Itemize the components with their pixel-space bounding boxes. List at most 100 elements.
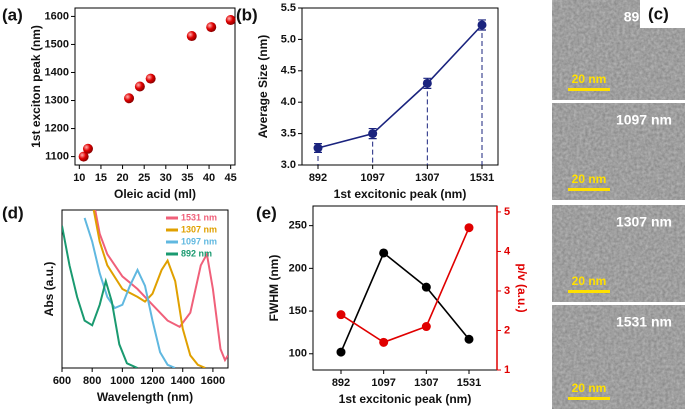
- x-tick-label: 1400: [170, 375, 194, 387]
- data-point: [145, 73, 156, 84]
- x-tick-label: 1307: [414, 377, 438, 389]
- x-tick-label: 1531: [457, 377, 481, 389]
- x-tick-label: 1097: [371, 377, 395, 389]
- y-tick-label: 5.0: [281, 33, 296, 45]
- x-tick-label: 1600: [201, 375, 225, 387]
- y-axis-label: Average Size (nm): [256, 35, 270, 139]
- y-tick-label: 1600: [45, 10, 69, 22]
- legend-label: 892 nm: [181, 248, 212, 258]
- y-tick-label: 1400: [45, 66, 69, 78]
- x-tick-label: 1000: [110, 375, 134, 387]
- x-tick-label: 15: [95, 172, 107, 184]
- y2-axis-label: p/v (a.u.): [515, 263, 529, 312]
- y-tick-label: 1100: [45, 150, 69, 162]
- data-point: [421, 322, 431, 332]
- data-point: [464, 223, 474, 233]
- series-line: [92, 210, 206, 368]
- y-tick-label: 3.5: [281, 128, 296, 140]
- panel-label: (d): [2, 203, 24, 222]
- image-label: 1307 nm: [616, 214, 672, 230]
- y-tick-label: 150: [289, 305, 307, 317]
- y-tick-label: 1500: [45, 38, 69, 50]
- data-point: [313, 143, 323, 153]
- scale-bar: [568, 88, 610, 91]
- y-axis-label: Abs (a.u.): [42, 262, 56, 317]
- data-point: [78, 151, 89, 162]
- x-tick-label: 35: [181, 172, 193, 184]
- y-tick-label: 200: [289, 262, 307, 274]
- image-label: 1531 nm: [616, 314, 672, 330]
- scale-bar: [568, 188, 610, 191]
- y-tick-label: 4.0: [281, 96, 296, 108]
- x-tick-label: 1307: [415, 172, 439, 184]
- legend-label: 1531 nm: [181, 212, 217, 222]
- panel-label: (a): [2, 5, 23, 24]
- tem-image: [552, 305, 685, 409]
- data-point: [186, 31, 197, 42]
- x-tick-label: 1531: [470, 172, 494, 184]
- y-tick-label: 1200: [45, 122, 69, 134]
- data-point: [477, 20, 487, 30]
- panel-label: (e): [256, 203, 277, 222]
- x-axis-label: 1st excitonic peak (nm): [339, 392, 472, 406]
- scale-bar-label: 20 nm: [572, 172, 607, 186]
- x-tick-label: 800: [83, 375, 101, 387]
- series-line: [340, 227, 470, 344]
- series-line: [94, 210, 228, 363]
- series-line: [83, 217, 176, 368]
- y-tick-label: 1300: [45, 94, 69, 106]
- scale-bar-label: 20 nm: [572, 381, 607, 395]
- x-tick-label: 600: [53, 375, 71, 387]
- data-point: [336, 347, 346, 357]
- plot-frame: [301, 7, 499, 166]
- data-point: [422, 78, 432, 88]
- scale-bar-label: 20 nm: [572, 274, 607, 288]
- tem-image: [552, 205, 685, 302]
- y2-tick-label: 2: [504, 324, 510, 336]
- x-tick-label: 1097: [360, 172, 384, 184]
- x-tick-label: 25: [138, 172, 150, 184]
- panel-label: (b): [236, 5, 258, 24]
- panel-label-bg: [640, 0, 685, 28]
- plot-frame: [61, 209, 229, 369]
- y-tick-label: 3.0: [281, 159, 296, 171]
- y2-tick-label: 5: [504, 206, 510, 218]
- data-point: [225, 15, 236, 26]
- y-tick-label: 4.5: [281, 65, 296, 77]
- y2-tick-label: 4: [504, 245, 511, 257]
- scale-bar: [568, 290, 610, 293]
- x-axis-label: Oleic acid (ml): [114, 187, 196, 201]
- x-tick-label: 40: [203, 172, 215, 184]
- scale-bar-label: 20 nm: [572, 72, 607, 86]
- legend-label: 1307 nm: [181, 224, 217, 234]
- x-tick-label: 45: [225, 172, 237, 184]
- data-point: [464, 334, 474, 344]
- plot-frame: [74, 7, 236, 166]
- series-line: [340, 251, 470, 353]
- panel-label: (c): [648, 4, 669, 23]
- data-point: [379, 248, 389, 258]
- y-tick-label: 5.5: [281, 2, 296, 14]
- x-axis-label: Wavelength (nm): [97, 390, 193, 404]
- y2-tick-label: 3: [504, 285, 510, 297]
- series-line: [317, 24, 483, 149]
- y-axis-label: 1st exciton peak (nm): [29, 25, 43, 148]
- y2-tick-label: 1: [504, 364, 510, 376]
- data-point: [206, 22, 217, 33]
- data-point: [134, 81, 145, 92]
- x-tick-label: 10: [73, 172, 85, 184]
- x-tick-label: 892: [332, 377, 350, 389]
- x-tick-label: 1200: [140, 375, 164, 387]
- x-tick-label: 30: [160, 172, 172, 184]
- data-point: [124, 93, 135, 104]
- image-label: 1097 nm: [616, 112, 672, 128]
- y-tick-label: 250: [289, 220, 307, 232]
- y-axis-label: FWHM (nm): [267, 255, 281, 322]
- legend-label: 1097 nm: [181, 236, 217, 246]
- scale-bar: [568, 397, 610, 400]
- tem-image: [552, 103, 685, 200]
- x-tick-label: 892: [309, 172, 327, 184]
- data-point: [336, 310, 346, 320]
- x-axis-label: 1st excitonic peak (nm): [334, 187, 467, 201]
